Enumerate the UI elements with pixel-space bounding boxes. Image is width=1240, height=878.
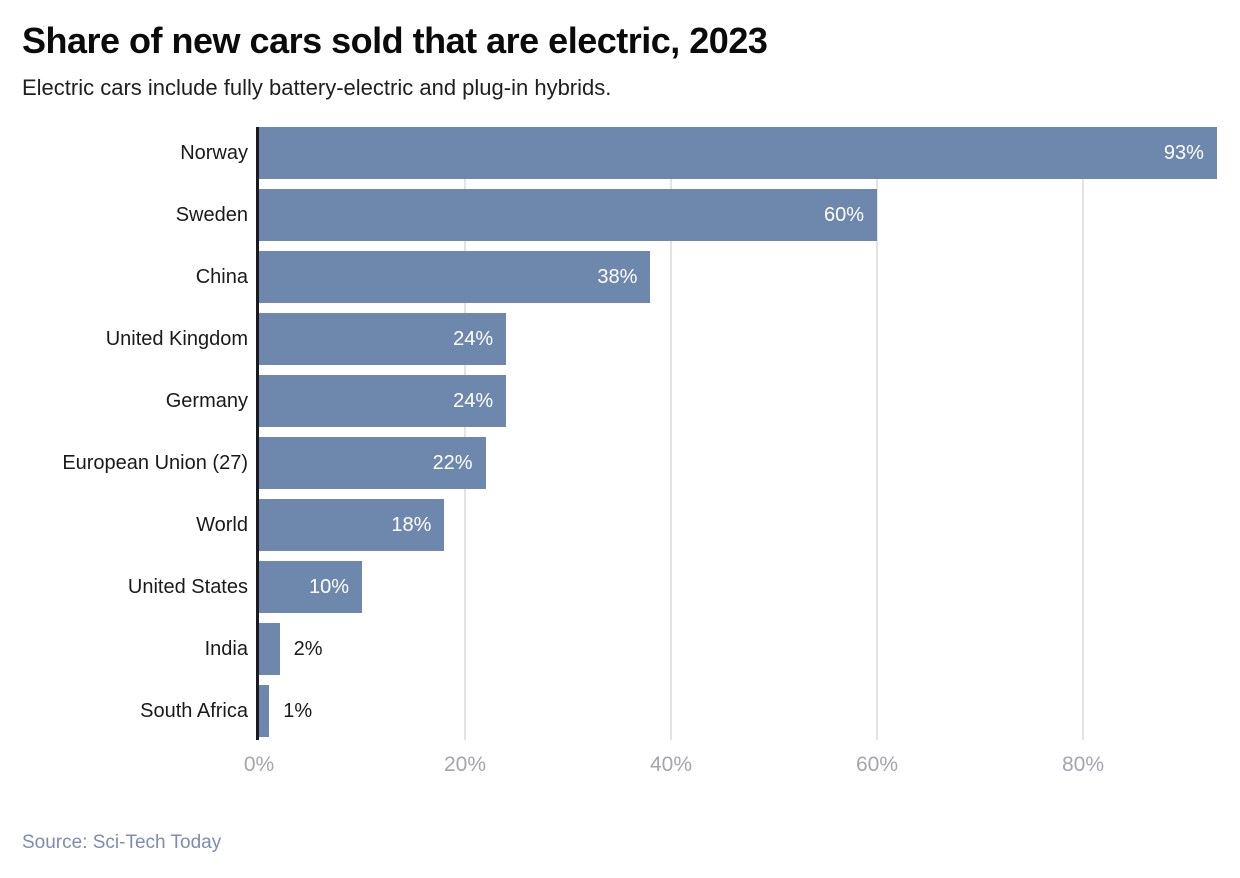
value-label: 2% <box>293 638 323 661</box>
bar-zone: 1% <box>259 685 1218 738</box>
bar <box>259 685 270 738</box>
category-label: Norway <box>180 142 248 165</box>
bar-row: India 2% <box>22 623 1218 685</box>
bar-row: South Africa 1% <box>22 685 1218 747</box>
bar-row: World 18% <box>22 499 1218 561</box>
value-label: 18% <box>391 513 432 536</box>
bar: 10% <box>259 561 362 614</box>
bar-zone: 38% <box>259 251 1218 304</box>
category-label: Germany <box>165 390 248 413</box>
bar-row: United States 10% <box>22 561 1218 623</box>
value-label: 10% <box>308 575 349 598</box>
bar: 38% <box>259 251 651 304</box>
gridline-20 <box>464 127 466 741</box>
value-label: 24% <box>453 327 494 350</box>
gridline-80 <box>1082 127 1084 741</box>
x-axis-ticks: 0% 20% 40% 60% 80% <box>22 753 1218 787</box>
bar: 60% <box>259 189 877 242</box>
x-tick-label-20: 20% <box>443 753 487 777</box>
bar-row: Sweden 60% <box>22 189 1218 251</box>
category-label: South Africa <box>140 700 248 723</box>
bar-zone: 18% <box>259 499 1218 552</box>
bar-zone: 22% <box>259 437 1218 490</box>
bar <box>259 623 280 676</box>
category-label: United Kingdom <box>105 328 248 351</box>
x-tick-label-80: 80% <box>1061 753 1105 777</box>
bar-zone: 24% <box>259 375 1218 428</box>
bar-zone: 24% <box>259 313 1218 366</box>
bar-zone: 93% <box>259 127 1218 180</box>
x-tick-label-40: 40% <box>649 753 693 777</box>
gridline-layer <box>259 127 1218 741</box>
y-axis-line <box>256 127 259 741</box>
bar: 24% <box>259 375 507 428</box>
bar-row: Germany 24% <box>22 375 1218 437</box>
category-label: China <box>195 266 248 289</box>
gridline-60 <box>876 127 878 741</box>
bar: 93% <box>259 127 1217 180</box>
plot-rows: Norway 93% Sweden 60% China 38% United Kingdom… <box>22 127 1218 747</box>
gridline-40 <box>670 127 672 741</box>
category-label: World <box>196 514 248 537</box>
value-label: 93% <box>1163 141 1204 164</box>
bar-zone: 10% <box>259 561 1218 614</box>
source-note: Source: Sci-Tech Today <box>22 832 222 853</box>
category-label: Sweden <box>175 204 248 227</box>
value-label: 60% <box>823 203 864 226</box>
category-label: India <box>204 638 248 661</box>
value-label: 1% <box>283 700 313 723</box>
bar-row: Norway 93% <box>22 127 1218 189</box>
bar-row: China 38% <box>22 251 1218 313</box>
x-tick-label-0: 0% <box>243 753 275 777</box>
chart-title: Share of new cars sold that are electric… <box>22 20 768 61</box>
bar-zone: 2% <box>259 623 1218 676</box>
bar: 22% <box>259 437 486 490</box>
bar: 18% <box>259 499 445 552</box>
category-label: United States <box>127 576 248 599</box>
value-label: 24% <box>453 389 494 412</box>
bar-zone: 60% <box>259 189 1218 242</box>
bar-row: United Kingdom 24% <box>22 313 1218 375</box>
bar-chart: Norway 93% Sweden 60% China 38% United Kingdom… <box>22 127 1218 787</box>
value-label: 22% <box>432 451 473 474</box>
value-label: 38% <box>597 265 638 288</box>
chart-header: Share of new cars sold that are electric… <box>0 0 1240 101</box>
x-tick-label-60: 60% <box>855 753 899 777</box>
category-label: European Union (27) <box>62 452 248 475</box>
chart-subtitle: Electric cars include fully battery-elec… <box>22 75 612 101</box>
bar: 24% <box>259 313 507 366</box>
bar-row: European Union (27) 22% <box>22 437 1218 499</box>
